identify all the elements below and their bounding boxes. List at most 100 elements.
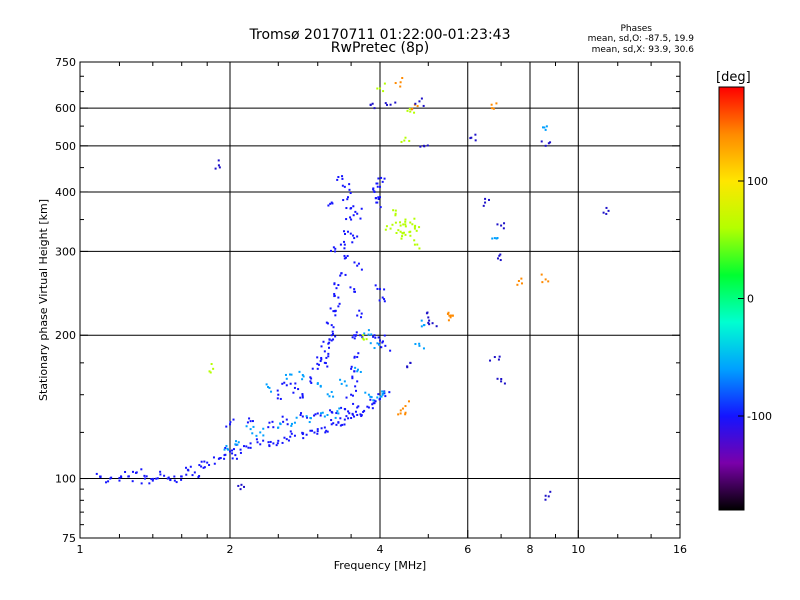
data-point <box>225 444 228 447</box>
data-point <box>210 363 213 366</box>
data-point <box>327 355 330 358</box>
data-point <box>353 355 356 358</box>
data-point <box>235 457 238 460</box>
data-point <box>331 411 334 414</box>
data-point <box>354 290 357 293</box>
data-point <box>319 360 322 363</box>
data-point <box>348 188 351 191</box>
data-point <box>317 363 320 366</box>
data-point <box>346 198 349 201</box>
data-point <box>418 100 421 103</box>
data-point <box>301 396 304 399</box>
data-point <box>356 380 359 383</box>
data-point <box>259 443 262 446</box>
data-point <box>277 439 280 442</box>
data-point <box>320 356 323 359</box>
data-point <box>414 343 417 346</box>
data-point <box>334 416 337 419</box>
data-point <box>290 422 293 425</box>
data-point <box>343 254 346 257</box>
data-point <box>249 442 252 445</box>
data-point <box>311 367 314 370</box>
data-point <box>544 494 547 497</box>
data-point <box>355 389 358 392</box>
data-point <box>287 439 290 442</box>
data-point <box>376 87 379 90</box>
data-point <box>271 420 274 423</box>
data-point <box>370 333 373 336</box>
data-point <box>269 440 272 443</box>
data-point <box>268 386 271 389</box>
data-point <box>332 422 335 425</box>
data-point <box>386 103 389 106</box>
data-point <box>328 341 331 344</box>
data-point <box>408 231 411 234</box>
data-point <box>375 182 378 185</box>
data-point <box>492 107 495 110</box>
data-point <box>282 420 285 423</box>
data-point <box>353 261 356 264</box>
data-point <box>290 373 293 376</box>
data-point <box>403 139 406 142</box>
data-point <box>490 107 493 110</box>
data-point <box>371 407 374 410</box>
data-point <box>428 319 431 322</box>
data-point <box>384 228 387 231</box>
data-point <box>352 214 355 217</box>
data-point <box>423 145 426 148</box>
data-point <box>327 352 330 355</box>
data-point <box>391 223 394 226</box>
data-point <box>262 434 265 437</box>
data-point <box>239 488 242 491</box>
data-point <box>320 358 323 361</box>
y-tick-label: 750 <box>55 56 76 69</box>
data-point <box>547 142 550 145</box>
data-point <box>547 495 550 498</box>
data-point <box>310 381 313 384</box>
data-point <box>323 415 326 418</box>
x-tick-label: 10 <box>571 543 585 556</box>
data-point <box>360 316 363 319</box>
data-point <box>219 457 222 460</box>
data-point <box>267 441 270 444</box>
data-point <box>379 185 381 188</box>
data-point <box>120 476 123 479</box>
y-tick-label: 600 <box>55 102 76 115</box>
data-point <box>399 412 402 415</box>
data-point <box>358 309 361 312</box>
data-point <box>267 426 270 429</box>
data-point <box>189 465 192 468</box>
data-point <box>383 334 386 337</box>
data-point <box>404 411 407 414</box>
data-point <box>337 284 340 287</box>
data-point <box>399 85 402 88</box>
data-point <box>605 206 608 209</box>
data-point <box>345 384 348 387</box>
data-point <box>145 475 148 478</box>
data-point <box>384 395 387 398</box>
y-tick-label: 100 <box>55 473 76 486</box>
data-point <box>343 257 346 260</box>
data-point <box>346 230 349 233</box>
data-point <box>502 227 505 230</box>
data-point <box>301 394 304 397</box>
data-point <box>255 438 258 441</box>
data-point <box>340 382 343 385</box>
data-point <box>237 441 240 444</box>
data-point <box>283 436 286 439</box>
data-point <box>447 311 450 314</box>
data-point <box>332 395 335 398</box>
data-point <box>351 375 354 378</box>
data-point <box>337 296 340 299</box>
data-point <box>336 410 339 413</box>
data-point <box>379 196 381 199</box>
data-point <box>343 240 346 243</box>
data-point <box>400 140 403 143</box>
data-point <box>224 446 227 449</box>
data-point <box>493 356 496 359</box>
data-point <box>496 377 499 380</box>
data-point <box>544 144 547 147</box>
data-point <box>203 466 206 469</box>
data-point <box>380 346 383 349</box>
data-point <box>334 314 337 317</box>
